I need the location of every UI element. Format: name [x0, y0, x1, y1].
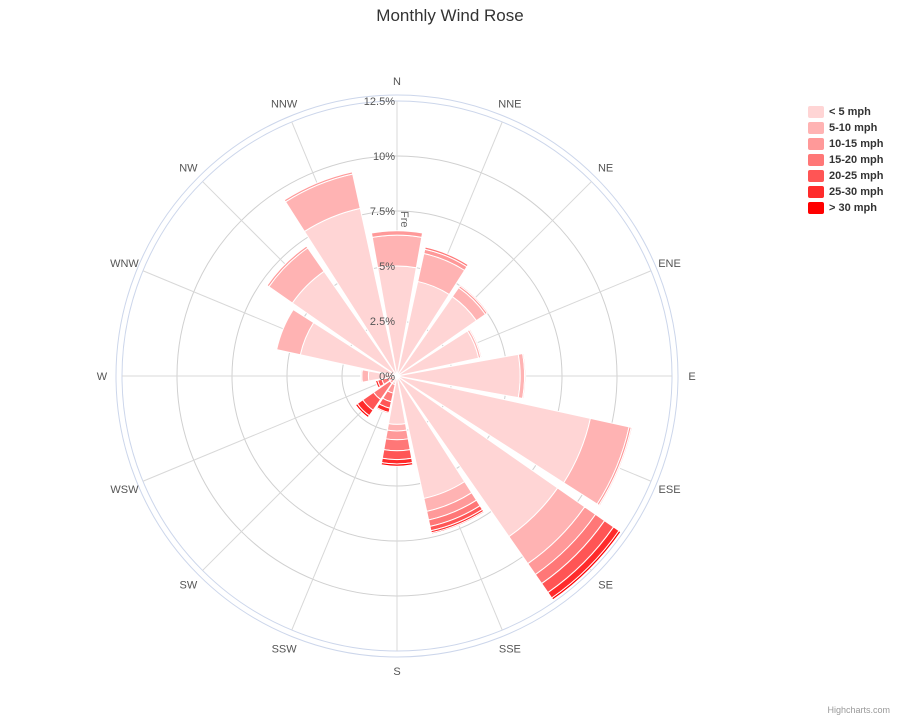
direction-label-ese: ESE	[659, 484, 681, 496]
wind-bar-s-s6[interactable]	[380, 462, 414, 467]
chart-title: Monthly Wind Rose	[376, 6, 524, 25]
legend-label: 10-15 mph	[829, 138, 884, 150]
wind-bar-ne-s3[interactable]	[459, 284, 489, 314]
legend-item[interactable]: 10-15 mph	[808, 136, 898, 152]
wind-bar-nw-s2[interactable]	[266, 245, 309, 288]
legend: < 5 mph 5-10 mph 10-15 mph 15-20 mph 20-25 m…	[808, 104, 898, 216]
wind-bar-nne-s3[interactable]	[424, 246, 469, 268]
direction-label-se: SE	[598, 580, 613, 592]
wind-bar-sw-s6[interactable]	[354, 402, 371, 419]
direction-label-e: E	[688, 371, 695, 383]
radial-tick-label: 5%	[379, 261, 395, 273]
legend-swatch	[808, 170, 824, 182]
wind-bar-s-s2[interactable]	[385, 429, 409, 441]
direction-label-n: N	[393, 76, 401, 88]
legend-label: 5-10 mph	[829, 122, 878, 134]
wind-bar-e-s2[interactable]	[522, 352, 527, 400]
direction-label-ssw: SSW	[272, 644, 298, 656]
legend-item[interactable]: 20-25 mph	[808, 168, 898, 184]
wind-bar-w-s2[interactable]	[360, 369, 363, 383]
wind-bar-ssw-s6[interactable]	[375, 406, 390, 415]
direction-label-ne: NE	[598, 162, 613, 174]
legend-swatch	[808, 106, 824, 118]
legend-swatch	[808, 122, 824, 134]
wind-bar-wsw-s5[interactable]	[374, 379, 382, 389]
wind-bar-sse-s6[interactable]	[430, 510, 485, 535]
spoke-line	[142, 375, 398, 482]
direction-label-w: W	[97, 371, 108, 383]
direction-label-wnw: WNW	[110, 258, 139, 270]
wind-bar-w-s1[interactable]	[361, 369, 370, 383]
wind-bar-s-s1[interactable]	[386, 423, 408, 432]
legend-label: < 5 mph	[829, 106, 871, 118]
wind-bar-nnw-s2[interactable]	[283, 171, 354, 203]
radial-tick-label: 12.5%	[364, 96, 395, 108]
direction-label-nne: NNE	[498, 98, 521, 110]
wind-bar-s-s3[interactable]	[383, 438, 411, 452]
wind-bar-wnw-s1[interactable]	[276, 308, 315, 356]
legend-item[interactable]: 15-20 mph	[808, 152, 898, 168]
radial-tick-label: 2.5%	[370, 316, 395, 328]
legend-label: 20-25 mph	[829, 170, 884, 182]
direction-label-wsw: WSW	[110, 484, 139, 496]
legend-swatch	[808, 138, 824, 150]
legend-label: > 30 mph	[829, 202, 877, 214]
radial-tick-label: 7.5%	[370, 206, 395, 218]
direction-label-sw: SW	[180, 580, 198, 592]
credits-link[interactable]: Highcharts.com	[827, 705, 890, 715]
legend-swatch	[808, 154, 824, 166]
legend-item[interactable]: 5-10 mph	[808, 120, 898, 136]
direction-label-ene: ENE	[658, 258, 681, 270]
bars-layer	[266, 171, 633, 601]
legend-label: 25-30 mph	[829, 186, 884, 198]
legend-label: 15-20 mph	[829, 154, 884, 166]
y-axis-title: Fre	[398, 211, 410, 228]
direction-label-nw: NW	[179, 162, 198, 174]
legend-item[interactable]: > 30 mph	[808, 200, 898, 216]
legend-item[interactable]: < 5 mph	[808, 104, 898, 120]
outer-axis-ring	[115, 94, 679, 658]
direction-label-nnw: NNW	[271, 98, 298, 110]
radial-tick-label: 0%	[379, 371, 395, 383]
legend-swatch	[808, 186, 824, 198]
wind-bar-n-s2[interactable]	[370, 230, 424, 238]
wind-bar-se-s6[interactable]	[551, 530, 622, 601]
wind-bar-ese-s3[interactable]	[598, 426, 633, 507]
radial-tick-label: 10%	[373, 151, 395, 163]
wind-bar-ene-s2[interactable]	[468, 328, 483, 359]
spoke-line	[291, 375, 398, 631]
legend-item[interactable]: 25-30 mph	[808, 184, 898, 200]
direction-label-sse: SSE	[499, 644, 521, 656]
legend-swatch	[808, 202, 824, 214]
labels-layer: N NNE NE ENE E ESE SE SSE S SSW SW WSW W WNW NW NNW 0% 2.…	[97, 76, 696, 678]
wind-bar-s-s4[interactable]	[381, 449, 413, 461]
direction-label-s: S	[393, 666, 400, 678]
